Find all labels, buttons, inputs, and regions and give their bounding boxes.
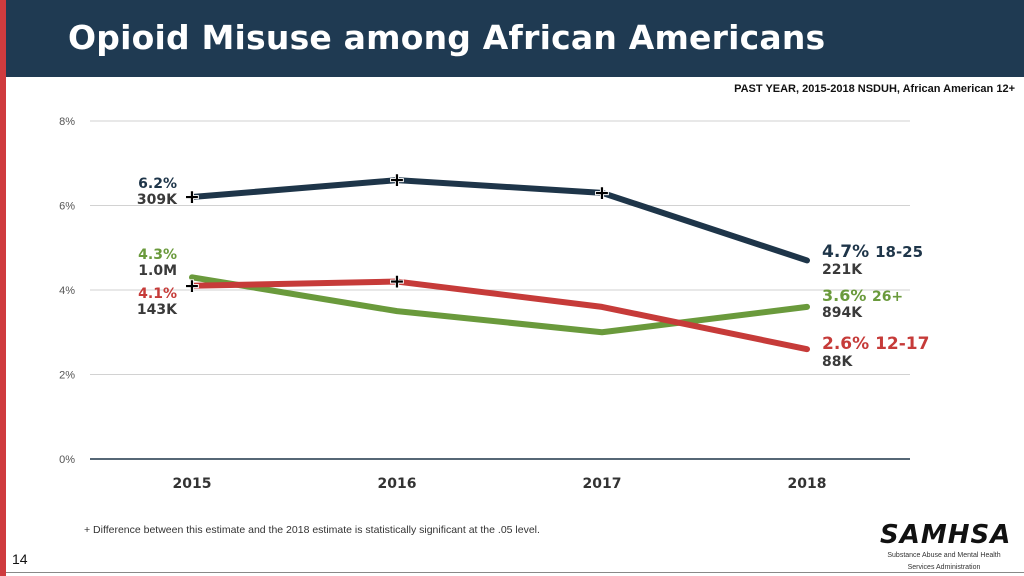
end-count-label: 894K xyxy=(822,305,863,321)
y-tick-label: 6% xyxy=(59,201,75,213)
end-count-label: 88K xyxy=(822,354,853,370)
series-line xyxy=(189,274,810,336)
page-title: Opioid Misuse among African Americans xyxy=(68,18,826,57)
significance-marker: + xyxy=(389,271,405,293)
x-tick-label: 2016 xyxy=(378,476,417,492)
title-bar: Opioid Misuse among African Americans xyxy=(6,0,1024,77)
samhsa-logo: SAMHSA Substance Abuse and Mental Health… xyxy=(880,520,1012,572)
series-line xyxy=(189,278,810,353)
end-pct: 3.6% xyxy=(822,286,872,305)
end-pct: 2.6% xyxy=(822,334,875,354)
start-value-label: 4.1% xyxy=(138,286,177,302)
significance-marker: + xyxy=(594,182,610,204)
end-group: 26+ xyxy=(872,289,903,305)
left-accent-bar xyxy=(0,0,6,576)
end-value-label: 3.6% 26+ xyxy=(822,286,903,305)
page-number: 14 xyxy=(12,551,28,567)
start-count-label: 309K xyxy=(137,192,178,208)
start-count-label: 143K xyxy=(137,302,178,318)
end-pct: 4.7% xyxy=(822,242,875,262)
end-value-label: 4.7% 18-25 xyxy=(822,242,923,262)
chart-subtitle: PAST YEAR, 2015-2018 NSDUH, African Amer… xyxy=(734,83,1015,95)
start-count-label: 1.0M xyxy=(138,263,177,279)
x-tick-label: 2015 xyxy=(173,476,212,492)
y-tick-label: 4% xyxy=(59,285,75,297)
y-tick-label: 8% xyxy=(59,116,75,128)
x-tick-label: 2018 xyxy=(788,476,827,492)
logo-tagline-line2: Services Administration xyxy=(907,564,981,571)
end-group: 18-25 xyxy=(875,243,923,261)
logo-tagline-line1: Substance Abuse and Mental Health xyxy=(887,552,1001,559)
start-value-label: 6.2% xyxy=(138,176,177,192)
start-value-label: 4.3% xyxy=(138,247,177,263)
bottom-divider xyxy=(6,572,1024,573)
end-count-label: 221K xyxy=(822,262,863,278)
y-tick-label: 0% xyxy=(59,454,75,466)
significance-marker: + xyxy=(389,169,405,191)
x-tick-label: 2017 xyxy=(583,476,622,492)
end-group: 12-17 xyxy=(875,334,929,354)
y-tick-label: 2% xyxy=(59,370,75,382)
logo-wordmark: SAMHSA xyxy=(880,520,1012,550)
significance-marker: + xyxy=(184,275,200,297)
footnote: + Difference between this estimate and t… xyxy=(84,524,540,536)
series-line xyxy=(189,177,810,264)
end-value-label: 2.6% 12-17 xyxy=(822,334,929,354)
significance-marker: + xyxy=(184,186,200,208)
